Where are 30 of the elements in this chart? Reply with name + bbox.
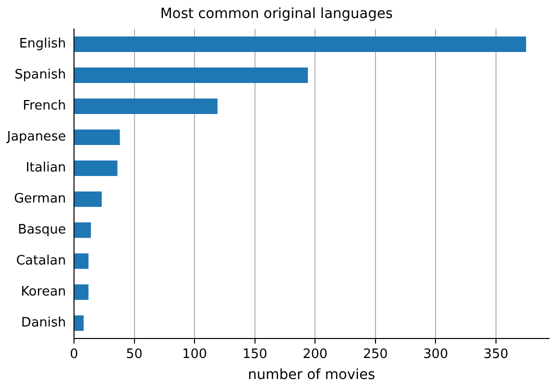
bar	[74, 191, 102, 207]
y-tick-label: Italian	[26, 160, 66, 176]
bar	[74, 98, 218, 114]
bar	[74, 129, 120, 145]
x-tick-label: 350	[484, 346, 508, 362]
bar	[74, 160, 118, 176]
x-tick-label: 100	[182, 346, 207, 362]
y-tick-label: German	[14, 192, 66, 207]
x-tick-label: 250	[362, 346, 388, 362]
x-tick-label: 0	[70, 346, 78, 362]
y-tick-label: Basque	[18, 222, 66, 238]
bar	[74, 222, 91, 238]
x-tick-label: 300	[423, 346, 448, 362]
bar	[74, 315, 84, 331]
y-tick-label: Japanese	[6, 130, 66, 145]
bar	[74, 68, 308, 84]
x-tick-label: 50	[126, 346, 143, 362]
bar	[74, 36, 526, 52]
x-axis-title: number of movies	[248, 367, 376, 384]
y-tick-label: English	[19, 36, 66, 52]
x-tick-label: 150	[242, 346, 268, 362]
y-tick-label: French	[22, 98, 66, 114]
x-tick-label: 200	[302, 346, 328, 362]
y-tick-label: Catalan	[16, 254, 66, 269]
y-tick-label: Korean	[20, 284, 66, 300]
bar	[74, 253, 88, 269]
chart-title: Most common original languages	[160, 6, 393, 22]
y-tick-label: Danish	[21, 315, 66, 330]
bar	[74, 284, 88, 300]
y-tick-label: Spanish	[14, 68, 66, 83]
